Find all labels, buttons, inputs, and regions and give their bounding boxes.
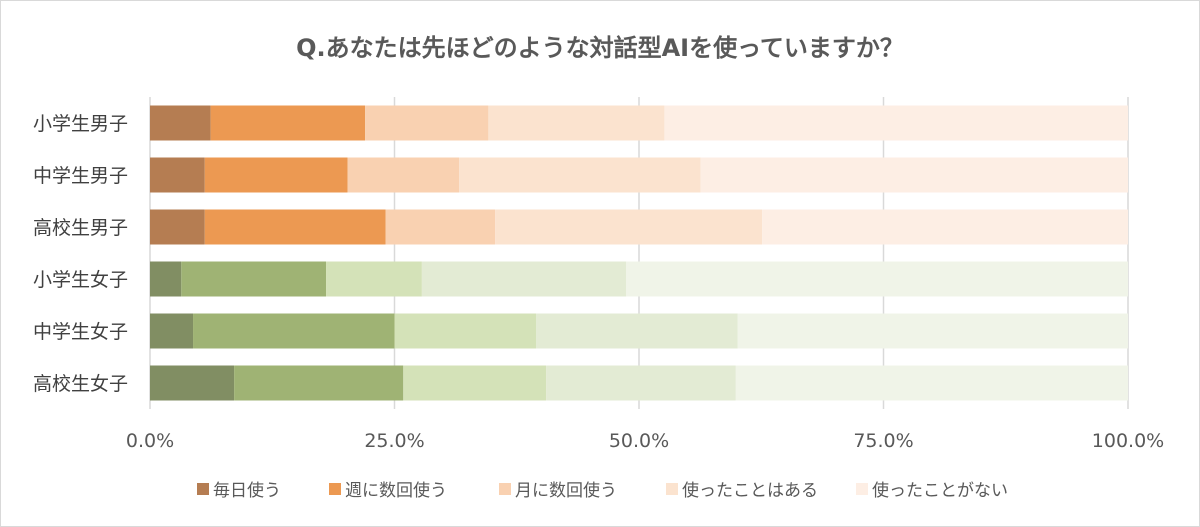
bar-segment	[385, 209, 496, 245]
bar-segment	[664, 105, 1128, 141]
bar-segment	[150, 261, 182, 297]
bar-segment	[150, 365, 235, 401]
bar-segment	[421, 261, 627, 297]
bar-segment	[700, 157, 1128, 193]
x-tick-label: 25.0%	[364, 430, 424, 452]
bar-segment	[210, 105, 366, 141]
bar-segment	[150, 209, 205, 245]
legend-label: 使ったことがない	[872, 480, 1008, 501]
bar-segment	[150, 105, 211, 141]
bar-segment	[347, 157, 460, 193]
bar-segment	[326, 261, 422, 297]
legend-label: 毎日使う	[213, 480, 281, 501]
bar-segment	[536, 313, 738, 349]
bar-segment	[459, 157, 701, 193]
bar-segment	[394, 313, 537, 349]
bar-segment	[546, 365, 736, 401]
category-label: 小学生男子	[33, 113, 128, 135]
bar-segment	[193, 313, 395, 349]
legend-swatch	[197, 483, 209, 495]
legend-label: 週に数回使う	[345, 480, 447, 501]
legend-swatch	[329, 483, 341, 495]
bar-segment	[735, 365, 1128, 401]
x-tick-label: 0.0%	[126, 430, 174, 452]
bar-segment	[234, 365, 404, 401]
category-label: 高校生男子	[33, 217, 128, 239]
bar-segment	[181, 261, 327, 297]
category-label: 中学生女子	[33, 321, 128, 343]
bar-segment	[626, 261, 1128, 297]
category-label: 小学生女子	[33, 269, 128, 291]
bar-segment	[495, 209, 763, 245]
bar-segment	[365, 105, 489, 141]
bar-segment	[737, 313, 1128, 349]
bar-segment	[150, 313, 194, 349]
category-label: 高校生女子	[33, 373, 128, 395]
bar-segment	[488, 105, 665, 141]
category-label: 中学生男子	[33, 165, 128, 187]
x-tick-label: 75.0%	[853, 430, 913, 452]
legend-swatch	[856, 483, 868, 495]
legend-label: 使ったことはある	[682, 480, 818, 501]
bar-segment	[762, 209, 1128, 245]
legend-swatch	[666, 483, 678, 495]
chart-title: Q.あなたは先ほどのような対話型AIを使っていますか？	[296, 34, 904, 62]
bar-segment	[403, 365, 547, 401]
bar-segment	[204, 157, 348, 193]
bar-segment	[204, 209, 386, 245]
x-tick-label: 50.0%	[609, 430, 669, 452]
bar-segment	[150, 157, 205, 193]
x-tick-label: 100.0%	[1092, 430, 1164, 452]
legend-label: 月に数回使う	[515, 480, 617, 501]
legend-swatch	[499, 483, 511, 495]
